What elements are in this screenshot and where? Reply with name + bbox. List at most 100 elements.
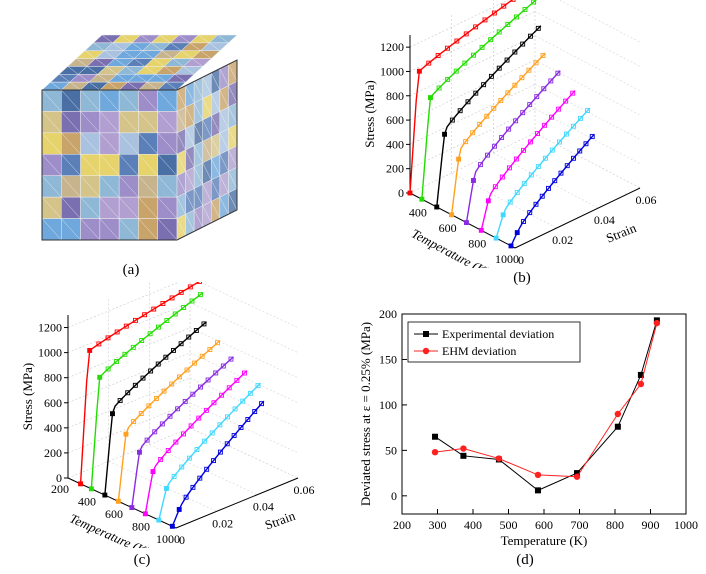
stress-tick-label: 1200 [380,40,404,54]
data-point [146,403,152,409]
data-point [228,356,234,362]
data-point [245,417,251,422]
data-point [213,370,219,376]
data-point [533,60,539,66]
data-point [181,431,186,437]
temperature-tick-label: 600 [105,507,123,521]
data-point [78,481,84,487]
data-point [521,219,526,224]
data-point [519,75,525,81]
data-point [535,164,541,170]
caption-d: (d) [516,552,534,568]
data-point [614,423,621,430]
data-point [211,458,216,464]
data-point [176,374,182,380]
chart-d: 200 300 400 500 600 700 800 900 1000 0 50 100 150 200… [358,307,698,548]
data-point [435,53,441,59]
data-point [217,422,223,428]
data-point [182,398,188,404]
data-point [540,53,546,58]
series-773K [478,90,576,233]
data-point [148,368,154,374]
data-point [445,76,451,82]
data-point [154,395,159,401]
data-point [232,406,238,412]
data-point [522,7,528,12]
data-point [512,49,518,55]
data-point [255,383,261,389]
data-point [171,347,176,353]
data-point [125,390,131,396]
panel-b: 0 200 400 600 800 1000 1200 400 600 800 1000 0 0.02 0… [340,0,706,279]
data-point [541,86,547,92]
data-point [207,347,213,352]
data-point [488,73,494,79]
data-point [488,37,494,43]
data-point [167,413,173,419]
data-point [534,487,541,494]
strain-axis-line [514,187,641,249]
series-873K [156,382,262,523]
data-point [481,82,487,88]
data-point [215,340,220,346]
data-point [247,390,253,396]
data-point [528,139,533,145]
series-line [434,320,658,491]
data-point [454,38,460,44]
data-point [175,406,181,412]
series-line [144,370,248,514]
data-point [190,391,196,397]
data-point [179,464,185,470]
series-373K [419,0,537,202]
data-point [507,199,513,205]
data-point [217,449,223,455]
x-tick-label: 1000 [674,518,698,532]
data-point [471,178,476,183]
data-point [132,382,138,388]
data-point [184,367,190,373]
y-axis-label: Deviated stress at ε = 0.25% (MPa) [358,322,373,506]
data-point [508,243,514,249]
caption-c: (c) [133,552,151,568]
data-point [123,431,129,437]
series-573K [449,52,546,218]
data-point [203,407,209,413]
data-point [456,156,462,162]
data-point [110,411,115,417]
data-point [130,344,136,350]
data-point [531,0,537,5]
data-point [506,126,512,132]
data-point [171,473,177,479]
data-point [192,360,198,366]
data-point [535,25,541,31]
data-point [492,143,498,149]
data-point [513,14,519,20]
data-point [542,155,548,161]
temperature-tick-label: 1000 [495,252,519,266]
x-tick-label: 200 [393,518,411,532]
data-point [558,170,564,176]
data-point [142,312,148,318]
data-point [178,289,184,295]
data-point [513,118,519,124]
data-point [188,423,194,429]
data-point [564,163,570,169]
data-point [496,29,502,35]
data-point [465,99,471,105]
data-point [492,184,498,190]
data-point [419,196,425,202]
series-773K [142,370,248,517]
data-point [479,44,485,50]
y-tick-label: 0 [391,489,397,503]
data-point [583,141,589,147]
data-point [252,409,258,414]
data-point [156,517,162,523]
x-axis-label: Temperature (K) [501,533,588,548]
data-point [521,181,527,187]
data-point [96,341,102,347]
strain-tick-label: 0.02 [552,233,573,247]
data-point [573,473,581,480]
data-point [129,505,135,511]
data-point [431,448,439,456]
